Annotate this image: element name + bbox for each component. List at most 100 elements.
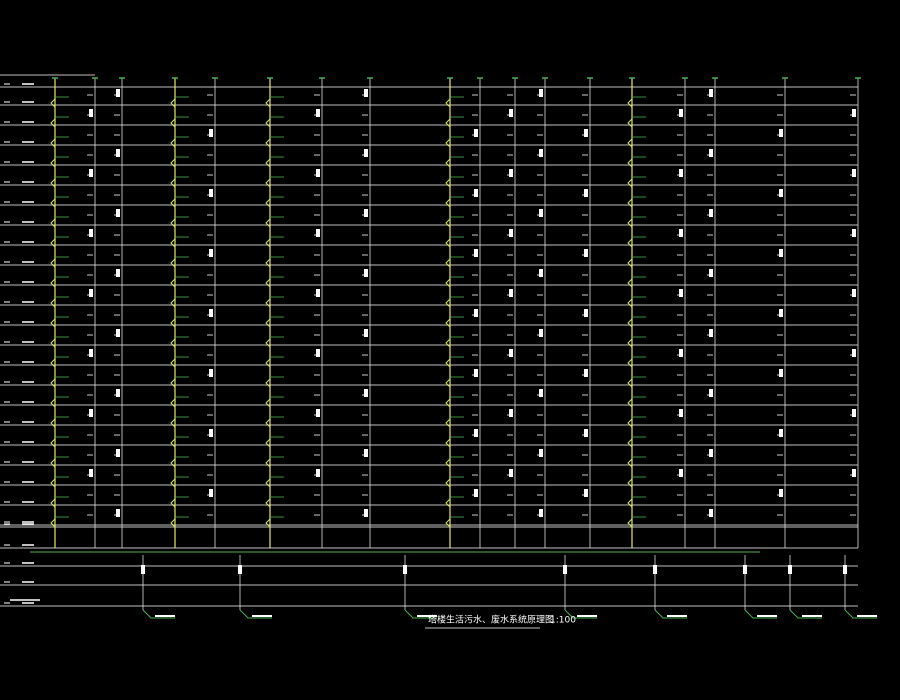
branch (627, 278, 633, 288)
fitting (116, 269, 120, 277)
branch (627, 398, 633, 408)
branch (170, 338, 176, 348)
fitting (509, 229, 513, 237)
branch (50, 458, 56, 468)
branch (445, 118, 451, 128)
branch (627, 358, 633, 368)
fitting (852, 229, 856, 237)
fitting (89, 469, 93, 477)
branch (445, 298, 451, 308)
fitting (852, 409, 856, 417)
branch (445, 198, 451, 208)
branch (170, 378, 176, 388)
branch (627, 458, 633, 468)
fitting (116, 389, 120, 397)
branch (627, 158, 633, 168)
fitting (709, 269, 713, 277)
fitting (209, 369, 213, 377)
fitting (539, 89, 543, 97)
fitting (474, 489, 478, 497)
branch (170, 198, 176, 208)
fitting (89, 289, 93, 297)
fitting (679, 169, 683, 177)
branch (50, 198, 56, 208)
branch (50, 478, 56, 488)
fitting (584, 369, 588, 377)
branch (445, 178, 451, 188)
fitting (209, 429, 213, 437)
fitting (539, 329, 543, 337)
fitting (364, 89, 368, 97)
branch (170, 238, 176, 248)
branch (50, 118, 56, 128)
branch (265, 318, 271, 328)
branch (170, 258, 176, 268)
branch (265, 278, 271, 288)
branch (265, 338, 271, 348)
fitting (539, 149, 543, 157)
fitting (539, 449, 543, 457)
fitting (709, 149, 713, 157)
fitting (852, 289, 856, 297)
fitting (89, 349, 93, 357)
fitting (474, 249, 478, 257)
branch (265, 158, 271, 168)
branch (627, 198, 633, 208)
fitting (709, 329, 713, 337)
fitting (141, 565, 145, 574)
fitting (843, 565, 847, 574)
fitting (116, 149, 120, 157)
branch (627, 118, 633, 128)
branch (170, 278, 176, 288)
fitting (779, 369, 783, 377)
branch (445, 498, 451, 508)
fitting (584, 489, 588, 497)
fitting (584, 129, 588, 137)
branch (265, 198, 271, 208)
branch (445, 138, 451, 148)
fitting (788, 565, 792, 574)
fitting (509, 289, 513, 297)
fitting (364, 269, 368, 277)
fitting (209, 189, 213, 197)
fitting (779, 489, 783, 497)
branch (445, 378, 451, 388)
branch (50, 138, 56, 148)
branch (627, 478, 633, 488)
branch (50, 218, 56, 228)
branch (445, 358, 451, 368)
fitting (679, 469, 683, 477)
fitting (316, 469, 320, 477)
fitting (403, 565, 407, 574)
branch (445, 258, 451, 268)
outlet (744, 609, 777, 619)
fitting (539, 209, 543, 217)
fitting (584, 309, 588, 317)
fitting (209, 249, 213, 257)
fitting (474, 129, 478, 137)
branch (445, 158, 451, 168)
outlet (142, 609, 175, 619)
branch (50, 178, 56, 188)
fitting (679, 349, 683, 357)
branch (170, 298, 176, 308)
drawing-scale: 1:100 (550, 616, 576, 626)
branch (445, 418, 451, 428)
branch (170, 158, 176, 168)
branch (170, 498, 176, 508)
fitting (89, 409, 93, 417)
branch (627, 438, 633, 448)
branch (265, 378, 271, 388)
fitting (316, 169, 320, 177)
riser-diagram (0, 74, 877, 619)
fitting (709, 389, 713, 397)
branch (627, 498, 633, 508)
branch (627, 98, 633, 108)
branch (627, 138, 633, 148)
branch (445, 458, 451, 468)
fitting (474, 429, 478, 437)
fitting (364, 209, 368, 217)
branch (50, 338, 56, 348)
branch (170, 418, 176, 428)
